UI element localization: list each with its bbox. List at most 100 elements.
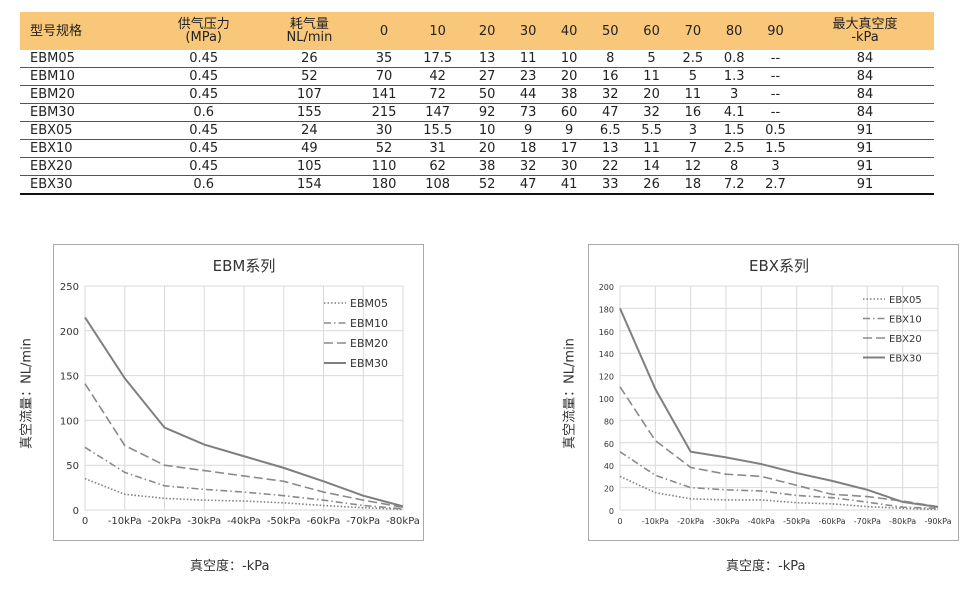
y-tick-label: 150 — [60, 372, 79, 383]
data-point — [690, 467, 692, 469]
data-point — [84, 383, 86, 385]
table-cell: 26 — [259, 50, 360, 68]
table-cell: 91 — [796, 139, 934, 158]
data-point — [164, 498, 166, 500]
table-row: EBM05 0.45 26 35 17.5 13 11 10 8 5 2.5 0.8 -- 84 — [20, 50, 934, 68]
y-tick-label: 20 — [604, 485, 614, 494]
x-tick-label: -70kPa — [854, 517, 881, 526]
table-header-cell: 0 — [359, 12, 409, 50]
table-cell: 52 — [259, 67, 360, 86]
data-point — [867, 501, 869, 503]
data-point — [283, 502, 285, 504]
data-point — [362, 507, 364, 509]
x-tick-label: -30kPa — [712, 517, 739, 526]
table-cell: 9 — [548, 121, 590, 140]
table-cell: 0.8 — [713, 50, 755, 68]
table-cell: 50 — [466, 85, 508, 104]
table-cell: 14 — [630, 157, 673, 176]
table-cell: 1.3 — [713, 67, 755, 86]
ebx-chart-area: EBX系列 0 20 40 60 80 100 120 140 160 180 200 0 -10kPa -… — [588, 244, 959, 541]
y-tick-label: 80 — [604, 417, 614, 426]
data-point — [902, 506, 904, 508]
table-header-cell: 70 — [672, 12, 714, 50]
data-point — [761, 499, 763, 501]
x-tick-label: -90kPa — [924, 517, 951, 526]
data-point — [796, 472, 798, 474]
table-row: EBM10 0.45 52 70 42 27 23 20 16 11 5 1.3 -- 84 — [20, 67, 934, 86]
data-point — [867, 506, 869, 508]
data-point — [84, 446, 86, 448]
y-tick-label: 50 — [66, 461, 79, 472]
table-cell: -- — [754, 103, 797, 122]
data-point — [84, 317, 86, 319]
x-tick-label: 0 — [82, 516, 88, 527]
table-cell: 0.6 — [147, 175, 260, 195]
table-cell: 2.5 — [713, 139, 755, 158]
table-cell: 84 — [796, 67, 934, 86]
data-point — [831, 480, 833, 482]
table-cell: 91 — [796, 157, 934, 176]
table-cell: 52 — [466, 175, 508, 195]
table-cell: 2.7 — [754, 175, 797, 195]
data-point — [243, 491, 245, 493]
x-tick-label: -70kPa — [346, 516, 380, 527]
table-cell: 31 — [408, 139, 467, 158]
data-point — [867, 496, 869, 498]
table-cell: 17 — [548, 139, 590, 158]
data-point — [761, 490, 763, 492]
table-cell: 84 — [796, 85, 934, 104]
data-point — [831, 497, 833, 499]
table-cell: 0.45 — [147, 139, 260, 158]
data-point — [362, 495, 364, 497]
data-point — [164, 485, 166, 487]
legend-label: EBM30 — [350, 357, 388, 370]
legend-label: EBX10 — [889, 315, 922, 326]
table-cell: 38 — [548, 85, 590, 104]
model-cell: EBX10 — [20, 139, 148, 158]
data-point — [362, 505, 364, 507]
y-tick-label: 160 — [599, 328, 614, 337]
table-cell: 32 — [630, 103, 673, 122]
table-header-cell: 20 — [466, 12, 508, 50]
series-line-ebx10 — [619, 451, 939, 510]
table-cell: 42 — [408, 67, 467, 86]
table-cell: 108 — [408, 175, 467, 195]
table-cell: 105 — [259, 157, 360, 176]
data-point — [243, 475, 245, 477]
table-cell: 17.5 — [408, 50, 467, 68]
y-tick-label: 40 — [604, 462, 614, 471]
y-tick-label: 180 — [599, 305, 614, 314]
data-point — [124, 494, 126, 496]
data-point — [725, 473, 727, 475]
series-line-ebx30 — [619, 307, 939, 508]
table-header-cell: 最大真空度 -kPa — [796, 12, 934, 50]
table-cell: 0.45 — [147, 121, 260, 140]
table-cell: 0.5 — [754, 121, 797, 140]
x-tick-label: -20kPa — [148, 516, 182, 527]
table-cell: 0.6 — [147, 103, 260, 122]
table-header-cell: 50 — [589, 12, 631, 50]
table-cell: 5 — [672, 67, 714, 86]
table-cell: 141 — [359, 85, 409, 104]
data-point — [164, 427, 166, 429]
table-cell: 3 — [672, 121, 714, 140]
x-tick-label: -50kPa — [783, 517, 810, 526]
table-cell: 0.45 — [147, 157, 260, 176]
table-cell: 1.5 — [713, 121, 755, 140]
data-point — [937, 506, 939, 508]
model-cell: EBM20 — [20, 85, 148, 104]
table-cell: 13 — [589, 139, 631, 158]
model-cell: EBX30 — [20, 175, 148, 195]
table-cell: 49 — [259, 139, 360, 158]
table-cell: 5 — [630, 50, 673, 68]
table-cell: 110 — [359, 157, 409, 176]
model-cell: EBM10 — [20, 67, 148, 86]
x-tick-label: -80kPa — [889, 517, 916, 526]
table-header-row: 型号规格 供气压力 (MPa) 耗气量 NL/min 0 10 20 30 40 50 60 70 80 9… — [20, 12, 934, 50]
data-point — [725, 499, 727, 501]
table-cell: 2.5 — [672, 50, 714, 68]
table-row: EBX10 0.45 49 52 31 20 18 17 13 11 7 2.5 1.5 91 — [20, 139, 934, 158]
table-row: EBM30 0.6 155 215 147 92 73 60 47 32 16 4.1 -- 84 — [20, 103, 934, 122]
legend-label: EBX05 — [889, 295, 922, 306]
